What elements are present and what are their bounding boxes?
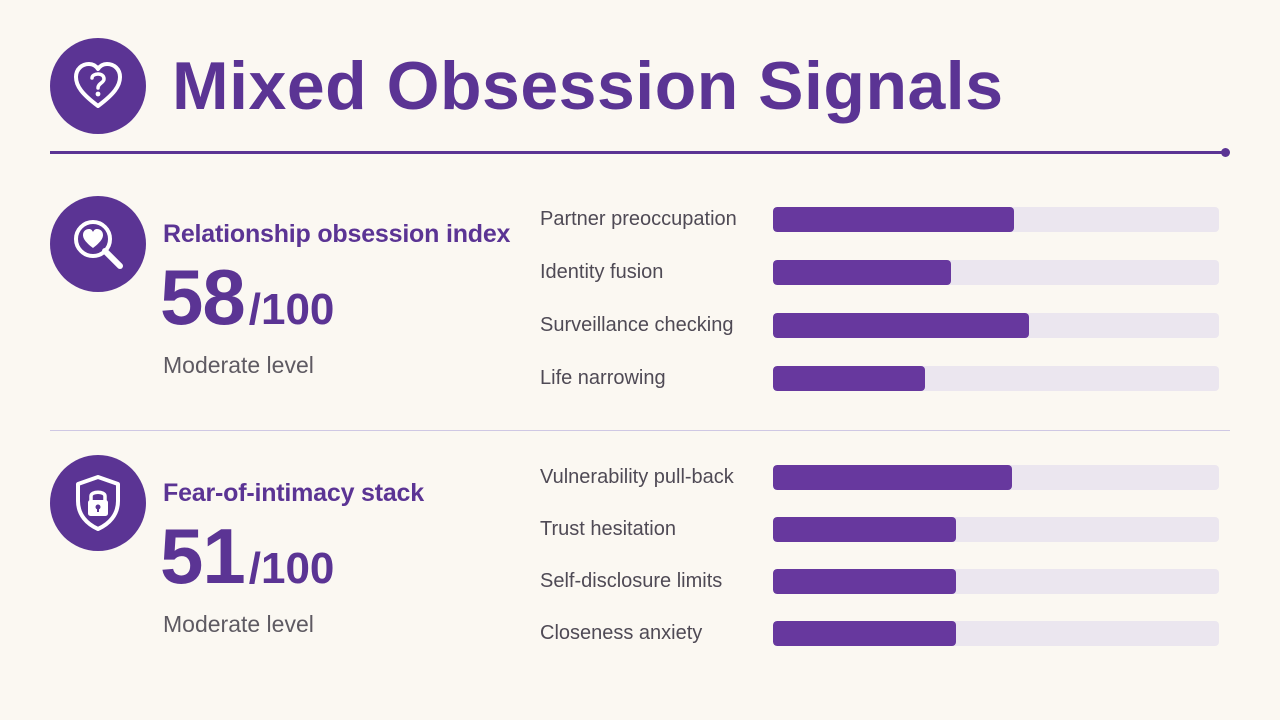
factor-bar-track [773,621,1219,646]
shield-lock-icon [50,455,146,551]
factor-label: Self-disclosure limits [540,570,723,592]
factor-bar-track [773,366,1219,391]
factor-label: Surveillance checking [540,314,734,336]
header: Mixed Obsession Signals [50,38,1004,134]
metric-score: 58 /100 [160,258,334,336]
metric-label: Fear-of-intimacy stack [163,479,424,507]
factor-row: Surveillance checking [540,310,1220,340]
factor-bar-track [773,207,1219,232]
title-divider-dot [1221,148,1230,157]
factor-bar-track [773,465,1219,490]
factor-label: Life narrowing [540,367,666,389]
page-title: Mixed Obsession Signals [172,48,1004,124]
metric-label: Relationship obsession index [163,220,511,248]
heart-question-icon [50,38,146,134]
metric-level: Moderate level [163,352,314,378]
score-max: /100 [248,544,335,593]
factor-bar-track [773,260,1219,285]
factor-bar-fill [773,465,1012,490]
metric-level: Moderate level [163,611,314,637]
factor-bar-fill [773,207,1014,232]
magnifier-heart-icon [50,196,146,292]
score-value: 58 [160,253,246,341]
factor-bar-fill [773,366,925,391]
factor-row: Trust hesitation [540,514,1220,544]
factor-bar-track [773,517,1219,542]
factor-bar-fill [773,569,956,594]
score-value: 51 [160,512,246,600]
factor-row: Life narrowing [540,363,1220,393]
score-max: /100 [248,285,335,334]
factor-label: Vulnerability pull-back [540,466,734,488]
factor-row: Partner preoccupation [540,204,1220,234]
factor-bar-fill [773,517,956,542]
factor-row: Identity fusion [540,257,1220,287]
factor-row: Vulnerability pull-back [540,462,1220,492]
factor-label: Partner preoccupation [540,208,737,230]
title-divider [50,151,1226,154]
factor-bar-fill [773,260,952,285]
factor-bar-fill [773,621,956,646]
metric-score: 51 /100 [160,517,334,595]
factor-row: Self-disclosure limits [540,566,1220,596]
factor-label: Trust hesitation [540,518,676,540]
section-divider [50,430,1230,431]
factor-bar-fill [773,313,1030,338]
factor-bar-track [773,569,1219,594]
factor-bar-track [773,313,1219,338]
factor-label: Identity fusion [540,261,664,283]
factor-label: Closeness anxiety [540,622,703,644]
factor-row: Closeness anxiety [540,618,1220,648]
